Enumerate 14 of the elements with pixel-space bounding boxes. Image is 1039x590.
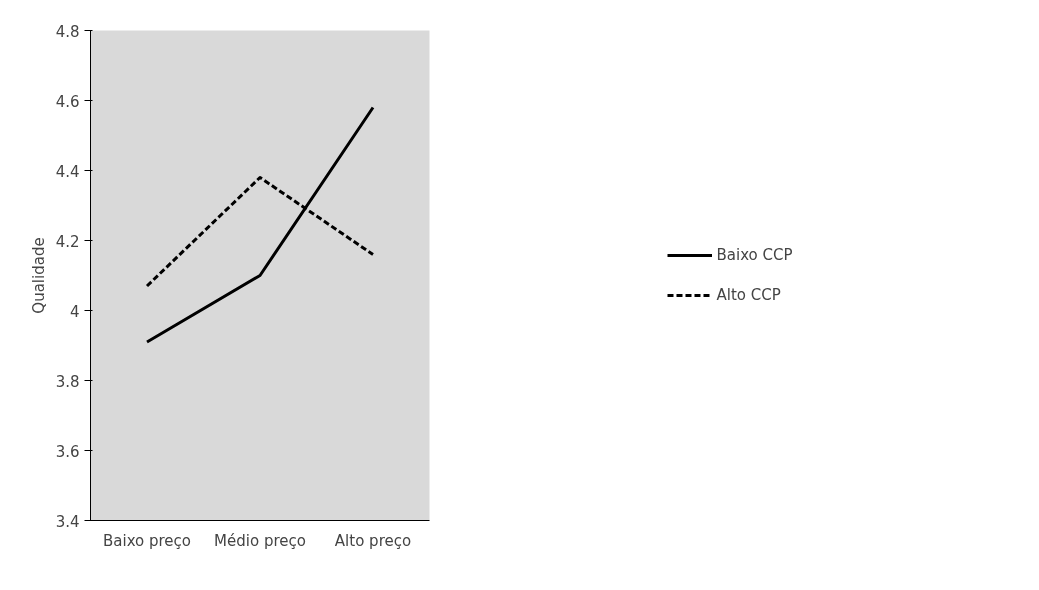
y-tick-label: 4.8 bbox=[55, 22, 80, 41]
y-axis-title: Qualidade bbox=[29, 237, 48, 314]
x-tick-label: Baixo preço bbox=[102, 531, 192, 550]
legend-label: Alto CCP bbox=[716, 286, 781, 304]
y-tick-label: 3.6 bbox=[55, 442, 80, 461]
x-tick-label: Alto preço bbox=[334, 531, 412, 550]
y-tick-label: 4 bbox=[69, 302, 80, 321]
x-tick-label: Médio preço bbox=[214, 531, 306, 550]
y-tick-label: 3.4 bbox=[55, 512, 80, 531]
legend-label: Baixo CCP bbox=[716, 246, 793, 264]
y-tick-label: 3.8 bbox=[55, 372, 80, 391]
y-tick-label: 4.4 bbox=[55, 162, 80, 181]
y-tick-label: 4.6 bbox=[55, 92, 80, 111]
y-tick-label: 4.2 bbox=[55, 232, 80, 251]
